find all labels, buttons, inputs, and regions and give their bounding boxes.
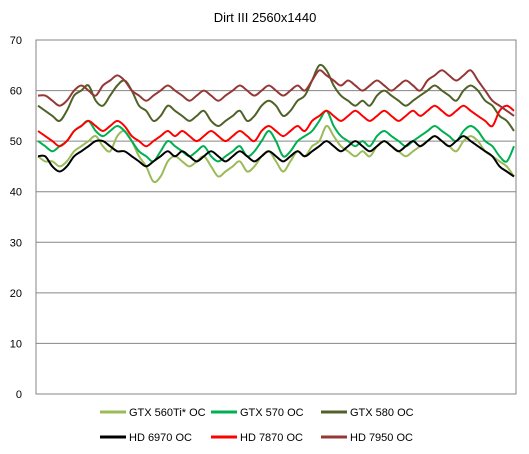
legend: GTX 560Ti* OC GTX 570 OC GTX 580 OC HD 6970… [100, 407, 414, 444]
legend-label: GTX 570 OC [240, 407, 304, 419]
series-line-gtx-560ti-oc [37, 124, 515, 184]
y-tick-label: 40 [10, 187, 22, 199]
series-line-hd-7950-oc [37, 69, 515, 117]
series-line-hd-6970-oc [37, 135, 515, 178]
plot-area-border [35, 39, 517, 395]
chart-title: Dirt III 2560x1440 [214, 10, 317, 25]
series-lines [37, 63, 515, 184]
y-tick-label: 70 [10, 35, 22, 47]
legend-label: HD 6970 OC [129, 432, 192, 444]
legend-label: GTX 560Ti* OC [129, 407, 206, 419]
series-line-gtx-570-oc [37, 109, 515, 163]
legend-label: HD 7950 OC [350, 432, 413, 444]
legend-label: GTX 580 OC [350, 407, 414, 419]
y-tick-label: 30 [10, 237, 22, 249]
y-tick-label: 60 [10, 86, 22, 98]
y-axis-ticks: 0 10 20 30 40 50 60 70 [10, 35, 22, 401]
y-tick-label: 0 [16, 389, 22, 401]
y-tick-label: 50 [10, 136, 22, 148]
series-line-hd-7870-oc [37, 104, 515, 148]
y-tick-label: 20 [10, 288, 22, 300]
y-tick-label: 10 [10, 338, 22, 350]
series-line-gtx-580-oc [37, 63, 515, 132]
legend-label: HD 7870 OC [240, 432, 303, 444]
